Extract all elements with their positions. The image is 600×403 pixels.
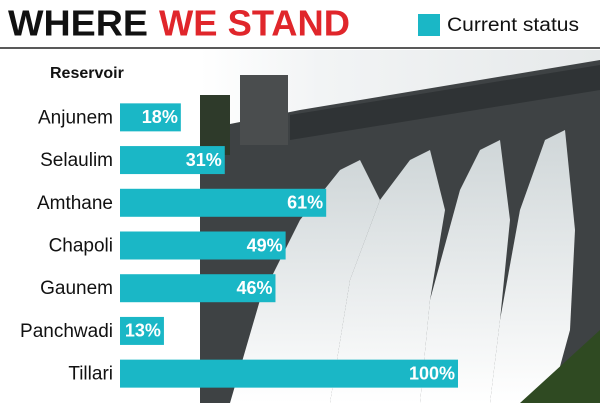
- value-label: 46%: [236, 278, 272, 298]
- bar: [120, 359, 458, 388]
- y-tick-label: Chapoli: [49, 236, 113, 257]
- value-label: 100%: [409, 363, 455, 383]
- bar: [120, 274, 276, 303]
- bar: [120, 316, 164, 345]
- y-axis-label: Reservoir: [50, 65, 124, 82]
- y-tick-label: Gaunem: [40, 278, 113, 299]
- bar: [120, 103, 181, 132]
- value-label: 49%: [247, 235, 283, 255]
- legend-label: Current status: [447, 15, 579, 36]
- y-tick-label: Selaulim: [40, 150, 113, 171]
- photo: [200, 50, 600, 403]
- chart-title-highlight: WE STAND: [159, 3, 350, 44]
- value-label: 13%: [125, 321, 161, 341]
- legend-swatch: [418, 14, 440, 36]
- y-tick-label: Panchwadi: [20, 321, 113, 342]
- y-tick-label: Anjunem: [38, 107, 113, 128]
- bar: [120, 231, 286, 260]
- bar: [120, 188, 327, 217]
- bar: [120, 146, 225, 175]
- value-label: 61%: [287, 193, 323, 213]
- value-label: 31%: [186, 150, 222, 170]
- chart-title: WHERE: [8, 3, 148, 44]
- value-label: 18%: [142, 107, 178, 127]
- y-tick-label: Amthane: [37, 193, 113, 214]
- y-tick-label: Tillari: [68, 364, 113, 385]
